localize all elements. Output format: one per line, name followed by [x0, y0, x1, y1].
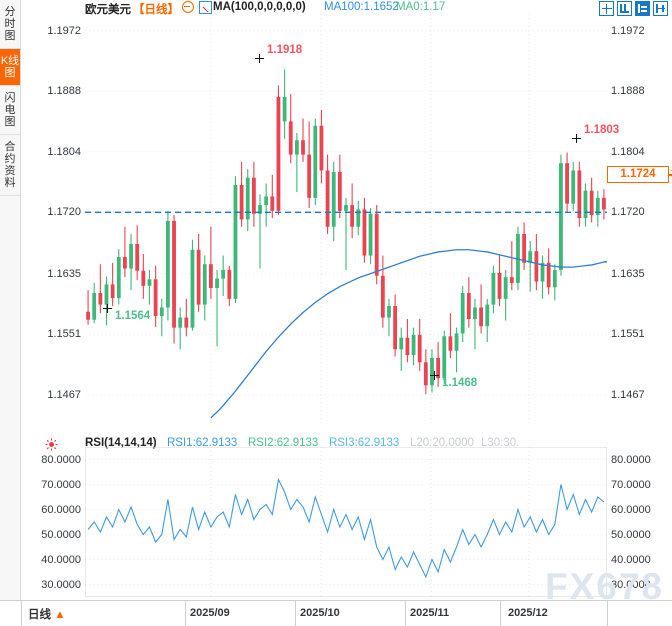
chart-main: 欧元美元 【日线】 MA(100,0,0,0,0,0) MA100:1.1652… — [21, 0, 672, 625]
price-axis-right: 1.1972 1.1888 1.1804 1.1720 1.1635 1.1551 1.14… — [607, 0, 672, 625]
sidebar-item-label: 分时图 — [4, 6, 16, 42]
sidebar-item-label: 合约资料 — [4, 141, 16, 189]
current-price-tag: 1.1724 — [607, 166, 669, 183]
price-axis-label: 1.1551 — [47, 328, 81, 341]
rsi-axis-label: 50.0000 — [41, 528, 81, 541]
rsi-axis-label: 40.0000 — [41, 553, 81, 566]
rsi-axis-label: 70.0000 — [611, 478, 651, 491]
ma-formula-label: MA(100,0,0,0,0,0) — [213, 1, 306, 13]
rsi-header: RSI(14,14,14) RSI1:62.9133 RSI2:62.9133 … — [85, 437, 645, 451]
rsi-axis-label: 60.0000 — [611, 503, 651, 516]
triangle-up-icon: ▲ — [54, 609, 66, 621]
sidebar-item-kline[interactable]: K线图 — [0, 49, 20, 86]
price-annotation-period-high: 1.1918 — [267, 44, 303, 56]
rsi2-value: RSI2:62.9133 — [248, 437, 319, 449]
symbol-name: 欧元美元 — [85, 4, 131, 16]
ma-indicator-icon[interactable] — [199, 1, 212, 16]
rsi-axis-label: 30.0000 — [611, 578, 651, 591]
x-axis-label: 2025/11 — [410, 607, 450, 619]
price-chart-pane[interactable] — [85, 14, 607, 425]
crosshair-marker-icon — [430, 371, 439, 380]
rsi-axis-right: 80.0000 70.0000 60.0000 50.0000 40.0000 30.00… — [607, 0, 672, 625]
crosshair-marker-icon — [255, 54, 264, 63]
sidebar: 分时图 K线图 闪电图 合约资料 — [0, 0, 21, 625]
align-tool-icon[interactable] — [635, 1, 650, 16]
price-axis-label: 1.1972 — [611, 24, 645, 37]
chart-header: 欧元美元 【日线】 MA(100,0,0,0,0,0) MA100:1.1652… — [21, 0, 672, 18]
expand-tool-icon[interactable] — [653, 1, 668, 16]
crosshair-marker-icon — [572, 134, 581, 143]
ma100-value: MA100:1.1652 — [324, 1, 399, 13]
rsi1-value: RSI1:62.9133 — [167, 437, 238, 449]
x-axis-label: 2025/09 — [190, 607, 230, 619]
price-annotation-period-low: 1.1468 — [442, 377, 478, 389]
price-axis-label: 1.1972 — [47, 24, 81, 37]
rsi-settings-icon[interactable] — [45, 438, 58, 451]
rsi-l30-value: L30:30. — [481, 437, 520, 449]
settings-icon[interactable] — [182, 1, 194, 15]
crosshair-marker-icon — [103, 304, 112, 313]
rsi-axis-label: 70.0000 — [41, 478, 81, 491]
crosshair-tool-icon[interactable] — [599, 1, 614, 16]
footer-bar: 日线 ▲ 2025/09 2025/10 2025/11 2025/12 — [0, 600, 672, 626]
chart-toolbar — [599, 1, 668, 16]
sidebar-item-contract-info[interactable]: 合约资料 — [0, 135, 20, 196]
price-axis-label: 1.1635 — [47, 267, 81, 280]
price-axis-label: 1.1804 — [611, 145, 645, 158]
footer-period-selector[interactable]: 日线 ▲ — [28, 606, 66, 622]
measure-tool-icon[interactable] — [617, 1, 632, 16]
price-axis-left: 1.1972 1.1888 1.1804 1.1720 1.1635 1.1551 1.14… — [21, 0, 85, 625]
sidebar-item-lightning[interactable]: 闪电图 — [0, 86, 20, 135]
price-axis-label: 1.1720 — [47, 206, 81, 219]
rsi-l20-value: L20:20.0000 — [410, 437, 474, 449]
price-axis-label: 1.1551 — [611, 328, 645, 341]
price-annotation-left-low: 1.1564 — [115, 310, 151, 322]
price-annotation-recent-high: 1.1803 — [584, 124, 620, 136]
rsi-chart-pane[interactable] — [85, 447, 607, 597]
price-axis-label: 1.1804 — [47, 145, 81, 158]
rsi-formula-label: RSI(14,14,14) — [85, 437, 157, 449]
period-label: 【日线】 — [133, 4, 179, 16]
sidebar-item-label: K线图 — [0, 55, 20, 79]
rsi-axis-left: 80.0000 70.0000 60.0000 50.0000 40.0000 30.00… — [21, 0, 85, 625]
rsi3-value: RSI3:62.9133 — [329, 437, 400, 449]
rsi-axis-label: 80.0000 — [611, 453, 651, 466]
price-axis-label: 1.1888 — [611, 85, 645, 98]
x-axis-label: 2025/12 — [508, 607, 548, 619]
ma0-value: MA0:1.17 — [396, 1, 446, 13]
price-axis-label: 1.1635 — [611, 267, 645, 280]
price-axis-label: 1.1720 — [611, 206, 645, 219]
rsi-axis-label: 60.0000 — [41, 503, 81, 516]
rsi-axis-label: 40.0000 — [611, 553, 651, 566]
sidebar-item-label: 闪电图 — [4, 92, 16, 128]
footer-period-label: 日线 — [28, 609, 51, 621]
rsi-axis-label: 80.0000 — [41, 453, 81, 466]
price-axis-label: 1.1467 — [47, 388, 81, 401]
price-axis-label: 1.1467 — [611, 388, 645, 401]
rsi-axis-label: 30.0000 — [41, 578, 81, 591]
rsi-axis-label: 50.0000 — [611, 528, 651, 541]
price-axis-label: 1.1888 — [47, 85, 81, 98]
sidebar-item-time-share[interactable]: 分时图 — [0, 0, 20, 49]
x-axis-label: 2025/10 — [300, 607, 340, 619]
